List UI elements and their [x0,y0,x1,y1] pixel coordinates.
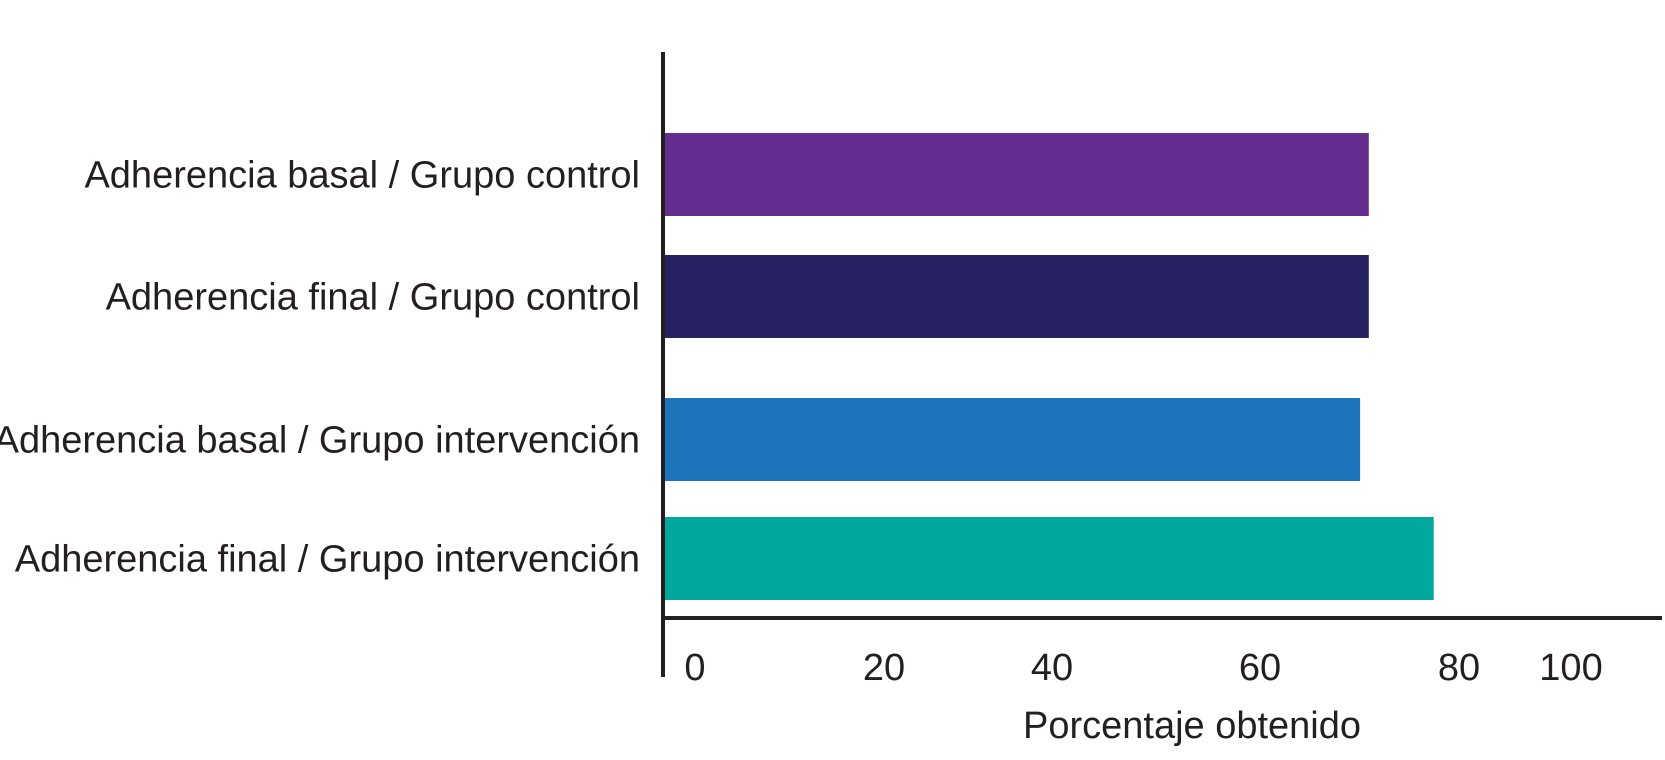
bar-4 [663,517,1434,600]
x-tick-label-80: 80 [1438,647,1480,689]
category-label-1: Adherencia basal / Grupo control [84,155,640,197]
bar-3 [663,398,1361,481]
category-label-3: Adherencia basal / Grupo intervención [0,420,640,462]
x-tick-label-60: 60 [1239,647,1281,689]
x-tick-label-0: 0 [684,647,705,689]
bar-1 [663,133,1369,216]
bar-2 [663,255,1369,338]
x-tick-label-40: 40 [1031,647,1073,689]
category-label-2: Adherencia final / Grupo control [106,277,640,319]
x-tick-label-20: 20 [863,647,905,689]
x-tick-label-100: 100 [1539,647,1602,689]
category-label-4: Adherencia final / Grupo intervención [15,539,640,581]
x-axis-title: Porcentaje obtenido [1023,705,1361,747]
